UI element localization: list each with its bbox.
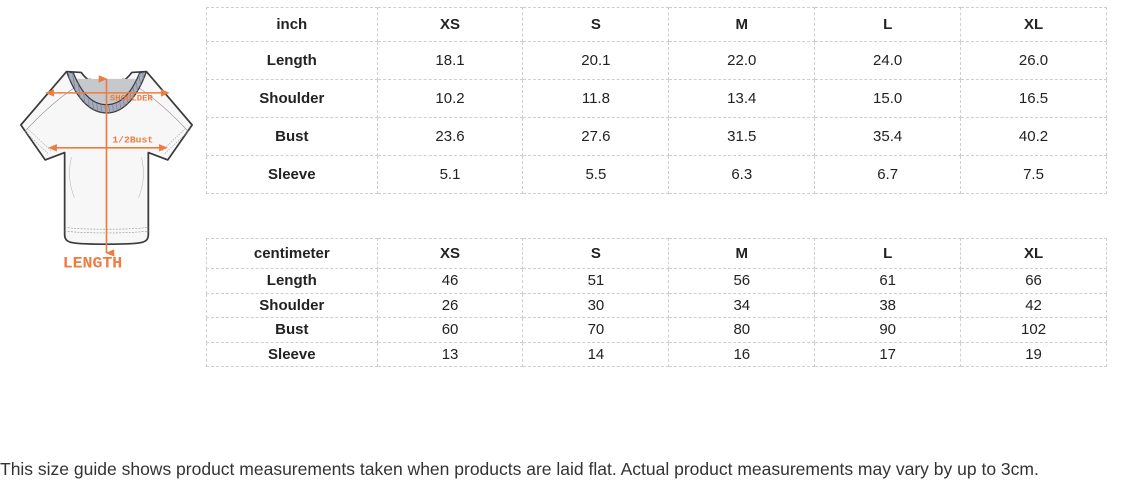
svg-text:SHOULDER: SHOULDER <box>110 94 154 104</box>
svg-text:1/2Bust: 1/2Bust <box>112 135 153 146</box>
svg-text:LENGTH: LENGTH <box>63 255 123 272</box>
